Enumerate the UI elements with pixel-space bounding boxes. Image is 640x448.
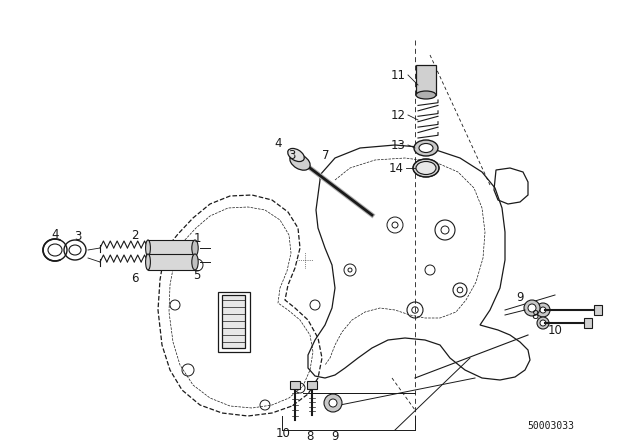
Text: 8: 8 (307, 430, 314, 443)
Text: 8: 8 (531, 309, 539, 322)
Circle shape (329, 399, 337, 407)
Text: 10: 10 (548, 323, 563, 336)
Circle shape (324, 394, 342, 412)
Ellipse shape (413, 159, 439, 177)
Text: 50003033: 50003033 (527, 421, 574, 431)
Circle shape (540, 307, 546, 313)
Ellipse shape (290, 154, 310, 170)
Text: 6: 6 (131, 271, 139, 284)
Bar (222, 295, 245, 348)
Circle shape (540, 320, 546, 326)
Ellipse shape (192, 240, 198, 256)
Text: 2: 2 (131, 228, 139, 241)
Circle shape (524, 300, 540, 316)
Bar (148, 240, 195, 256)
Ellipse shape (146, 254, 150, 270)
Bar (290, 381, 300, 389)
Circle shape (528, 304, 536, 312)
Text: 10: 10 (276, 426, 291, 439)
Bar (416, 65, 436, 95)
Text: 9: 9 (332, 430, 339, 443)
Circle shape (537, 317, 549, 329)
Bar (594, 305, 602, 315)
Ellipse shape (414, 140, 438, 156)
Ellipse shape (416, 91, 436, 99)
Bar (148, 254, 195, 270)
Ellipse shape (146, 240, 150, 256)
Ellipse shape (419, 143, 433, 152)
Text: 7: 7 (323, 148, 330, 161)
Bar (584, 318, 592, 328)
Text: 1: 1 (193, 232, 201, 245)
Text: 4: 4 (51, 228, 59, 241)
Bar (307, 381, 317, 389)
Text: 5: 5 (193, 268, 201, 281)
Bar (218, 292, 250, 352)
Text: 9: 9 (516, 290, 524, 303)
Text: 3: 3 (288, 148, 296, 161)
Text: 4: 4 (275, 137, 282, 150)
Ellipse shape (416, 161, 436, 175)
Circle shape (536, 303, 550, 317)
Ellipse shape (288, 148, 304, 162)
Text: 12: 12 (390, 108, 406, 121)
Text: 14: 14 (388, 161, 403, 175)
Text: 11: 11 (390, 69, 406, 82)
Ellipse shape (192, 254, 198, 270)
Text: 13: 13 (390, 138, 405, 151)
Text: 3: 3 (74, 229, 82, 242)
